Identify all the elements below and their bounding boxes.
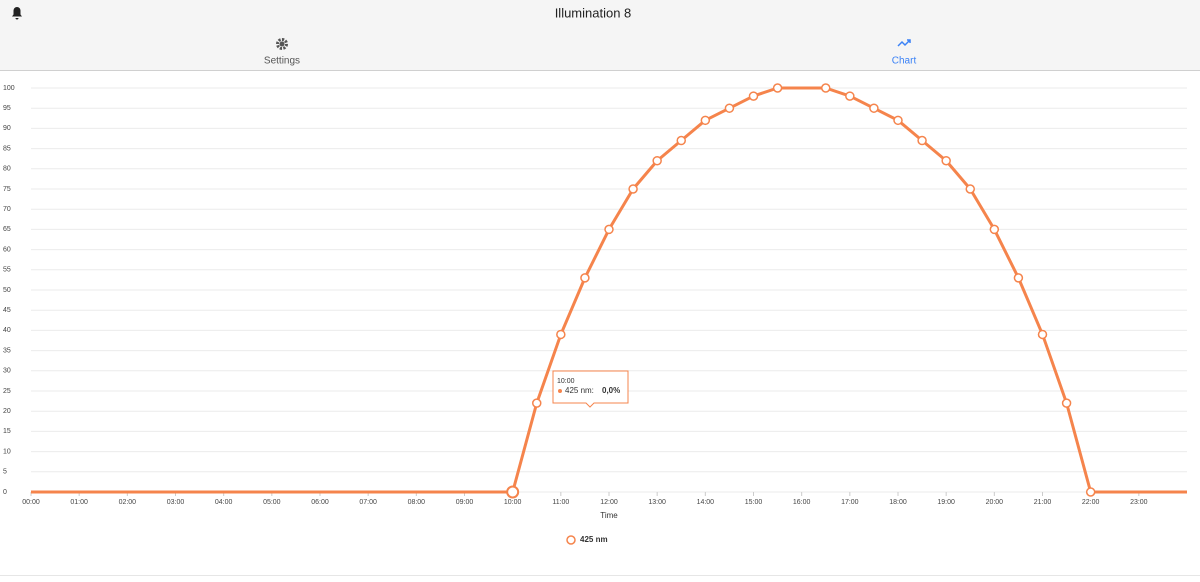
y-tick-label: 75 bbox=[3, 186, 11, 193]
series-line bbox=[31, 86, 1187, 494]
point-marker bbox=[700, 115, 711, 126]
x-tick-label: 15:00 bbox=[745, 499, 763, 506]
tooltip-dot bbox=[558, 389, 562, 393]
x-tick-label: 19:00 bbox=[937, 499, 955, 506]
point-marker bbox=[1085, 487, 1096, 497]
y-tick-label: 40 bbox=[3, 327, 11, 334]
settings-tab[interactable]: Settings bbox=[264, 38, 300, 67]
point-marker bbox=[845, 91, 855, 101]
y-tick-label: 50 bbox=[3, 287, 11, 294]
y-tick-label: 20 bbox=[3, 408, 11, 415]
x-tick-label: 09:00 bbox=[456, 499, 474, 506]
page-title: Illumination 8 bbox=[555, 5, 632, 20]
x-tick-label: 10:00 bbox=[504, 499, 522, 506]
x-tick-label: 06:00 bbox=[311, 499, 329, 506]
y-tick-label: 85 bbox=[3, 145, 11, 152]
point-marker bbox=[628, 184, 638, 194]
y-tick-label: 95 bbox=[3, 105, 11, 112]
point-marker bbox=[604, 224, 614, 235]
legend-label: 425 nm bbox=[580, 535, 608, 544]
y-tick-label: 30 bbox=[3, 368, 11, 375]
y-tick-label: 100 bbox=[3, 85, 15, 92]
x-tick-label: 00:00 bbox=[22, 499, 40, 506]
x-tick-label: 17:00 bbox=[841, 499, 859, 506]
y-tick-label: 5 bbox=[3, 469, 7, 476]
x-tick-label: 08:00 bbox=[408, 499, 426, 506]
x-tick-label: 04:00 bbox=[215, 499, 233, 506]
point-marker bbox=[893, 115, 903, 126]
point-marker bbox=[869, 103, 879, 113]
x-axis-label: Time bbox=[600, 511, 618, 520]
y-tick-label: 60 bbox=[3, 246, 11, 253]
point-marker bbox=[965, 184, 975, 194]
y-tick-label: 25 bbox=[3, 388, 11, 395]
y-tick-label: 70 bbox=[3, 206, 11, 213]
point-marker bbox=[989, 224, 1000, 235]
tooltip-time: 10:00 bbox=[557, 378, 575, 385]
x-tick-label: 11:00 bbox=[552, 499, 569, 506]
point-marker bbox=[821, 83, 831, 93]
point-marker bbox=[556, 329, 566, 340]
x-tick-label: 13:00 bbox=[648, 499, 666, 506]
x-tick-label: 01:00 bbox=[70, 499, 88, 506]
x-tick-label: 18:00 bbox=[889, 499, 907, 506]
y-tick-label: 35 bbox=[3, 347, 11, 354]
point-marker bbox=[748, 91, 759, 101]
gear-icon bbox=[276, 38, 288, 50]
tab-label: Chart bbox=[892, 56, 917, 67]
legend-item[interactable]: 425 nm bbox=[566, 535, 608, 545]
y-tick-label: 80 bbox=[3, 166, 11, 173]
y-tick-label: 10 bbox=[3, 448, 11, 455]
point-marker bbox=[1037, 329, 1048, 340]
trend-icon bbox=[897, 39, 911, 47]
point-marker bbox=[506, 485, 520, 499]
point-marker bbox=[652, 155, 662, 166]
plot: 0 5 10 15 20 25 30 35 40 45 50 55 60 65 70 75 80 85 90 95 10… bbox=[3, 83, 1187, 506]
x-tick-label: 20:00 bbox=[986, 499, 1004, 506]
x-tick-label: 21:00 bbox=[1034, 499, 1052, 506]
tooltip-label: 425 nm: bbox=[565, 386, 594, 395]
point-marker bbox=[532, 398, 542, 408]
x-tick-label: 03:00 bbox=[167, 499, 185, 506]
y-tick-label: 65 bbox=[3, 226, 11, 233]
x-tick-label: 12:00 bbox=[600, 499, 618, 506]
gear-icon-core bbox=[279, 41, 285, 47]
y-tick-label: 15 bbox=[3, 428, 11, 435]
x-tick-label: 07:00 bbox=[359, 499, 377, 506]
tooltip: 10:00 425 nm: 0,0% bbox=[552, 370, 629, 408]
tooltip-value: 0,0% bbox=[602, 386, 620, 395]
tooltip-box bbox=[552, 370, 629, 408]
point-marker bbox=[1013, 273, 1024, 283]
point-marker bbox=[917, 135, 927, 146]
y-tick-label: 55 bbox=[3, 267, 11, 274]
point-marker bbox=[941, 155, 951, 166]
y-tick-label: 0 bbox=[3, 489, 7, 496]
point-marker bbox=[724, 103, 735, 113]
x-tick-label: 02:00 bbox=[119, 499, 137, 506]
bell-icon[interactable] bbox=[12, 7, 22, 20]
y-tick-label: 90 bbox=[3, 125, 11, 132]
x-tick-label: 05:00 bbox=[263, 499, 281, 506]
x-tick-label: 22:00 bbox=[1082, 499, 1100, 506]
tab-label: Settings bbox=[264, 56, 300, 67]
header-bar bbox=[0, 0, 1200, 70]
point-marker bbox=[772, 83, 783, 93]
x-tick-label: 16:00 bbox=[793, 499, 811, 506]
chart-tab[interactable]: Chart bbox=[892, 39, 917, 67]
point-marker bbox=[580, 273, 590, 283]
legend-marker bbox=[566, 535, 576, 545]
y-tick-label: 45 bbox=[3, 307, 11, 314]
point-marker bbox=[1061, 398, 1072, 408]
x-tick-label: 14:00 bbox=[697, 499, 715, 506]
trend-icon-arrow bbox=[907, 39, 911, 43]
x-tick-label: 23:00 bbox=[1130, 499, 1148, 506]
point-marker bbox=[676, 135, 686, 146]
